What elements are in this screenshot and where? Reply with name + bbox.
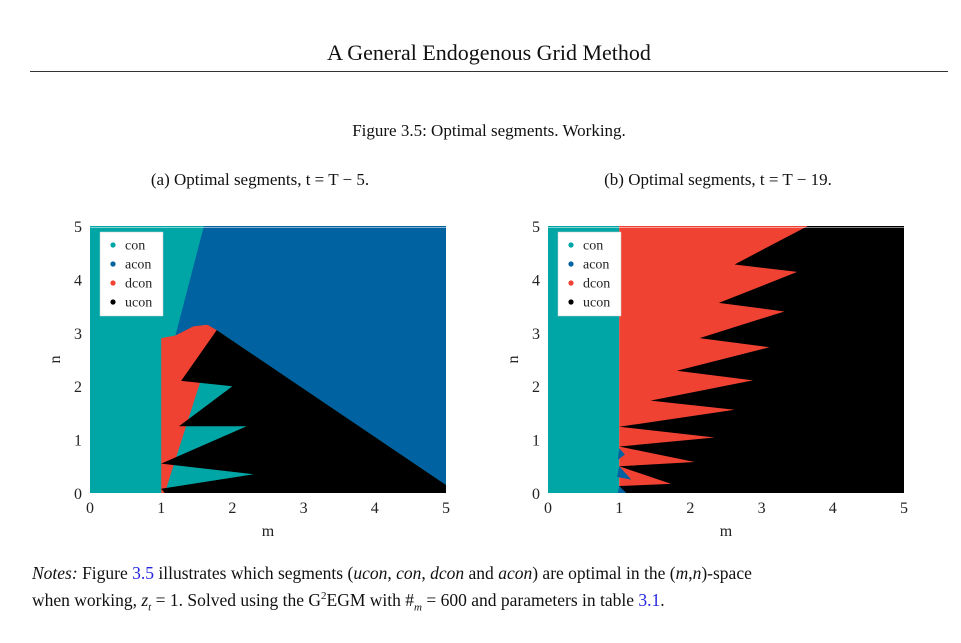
y-axis-label: n xyxy=(505,356,522,364)
y-tick-label: 2 xyxy=(532,379,540,396)
y-axis-label: n xyxy=(47,356,64,364)
notes-text: and xyxy=(464,563,499,583)
x-tick-label: 1 xyxy=(615,500,623,517)
legend-marker-dcon xyxy=(568,280,574,286)
running-title: A General Endogenous Grid Method xyxy=(327,40,651,65)
legend-marker-con xyxy=(110,242,116,248)
legend-marker-ucon xyxy=(568,299,574,305)
legend-marker-ucon xyxy=(110,299,116,305)
notes-text: when working, xyxy=(32,590,142,610)
notes-text: , xyxy=(688,563,693,583)
subcaption-a: (a) Optimal segments, t = T − 5. xyxy=(150,170,370,189)
y-tick-label: 5 xyxy=(532,219,540,236)
notes-text: m xyxy=(414,601,422,614)
region-acon xyxy=(617,448,625,460)
y-tick-label: 3 xyxy=(74,326,82,343)
y-tick-label: 0 xyxy=(74,486,82,503)
x-tick-label: 1 xyxy=(157,500,165,517)
notes-text: 2 xyxy=(321,590,327,603)
notes-text: = 1. Solved using the G xyxy=(151,590,322,610)
notes-text: )-space xyxy=(701,563,752,583)
figure-caption: Figure 3.5: Optimal segments. Working. xyxy=(352,121,626,140)
region-acon xyxy=(175,226,446,485)
notes-text: m xyxy=(675,563,689,583)
x-tick-label: 5 xyxy=(900,500,908,517)
y-tick-label: 5 xyxy=(74,219,82,236)
legend-marker-acon xyxy=(110,261,116,267)
x-tick-label: 0 xyxy=(544,500,552,517)
notes-text: , xyxy=(421,563,431,583)
legend-label-dcon: dcon xyxy=(583,277,610,292)
x-axis-label: m xyxy=(262,523,275,540)
legend-marker-acon xyxy=(568,261,574,267)
notes-text: con xyxy=(396,563,422,583)
x-axis-label: m xyxy=(720,523,733,540)
notes-text: = 600 and parameters in table xyxy=(421,590,639,610)
notes-line-1: Notes: Figure 3.5 illustrates which segm… xyxy=(32,563,752,584)
legend-label-acon: acon xyxy=(583,258,609,273)
notes-text: t xyxy=(148,601,152,614)
notes-text: z xyxy=(141,590,149,610)
legend: con acon dcon ucon xyxy=(557,231,622,317)
y-tick-label: 3 xyxy=(532,326,540,343)
notes-text: , xyxy=(387,563,397,583)
notes-text: dcon xyxy=(430,563,465,583)
legend-label-con: con xyxy=(125,239,145,254)
x-tick-label: 3 xyxy=(300,500,308,517)
notes-text: n xyxy=(692,563,702,583)
header-rule xyxy=(30,71,948,72)
y-tick-label: 2 xyxy=(74,379,82,396)
region-ucon xyxy=(161,330,446,493)
legend-marker-dcon xyxy=(110,280,116,286)
chart-a: 0 1 2 3 4 5 0 1 2 3 4 5 m n con acon dcon ucon xyxy=(47,219,450,540)
notes-text: Figure xyxy=(77,563,133,583)
legend-label-acon: acon xyxy=(125,258,151,273)
x-tick-label: 3 xyxy=(758,500,766,517)
notes-text: EGM with # xyxy=(326,590,415,610)
y-tick-label: 0 xyxy=(532,486,540,503)
x-tick-label: 4 xyxy=(371,500,379,517)
y-tick-label: 1 xyxy=(532,433,540,450)
notes-text: Notes: xyxy=(32,563,78,583)
y-tick-label: 1 xyxy=(74,433,82,450)
x-tick-label: 2 xyxy=(228,500,236,517)
legend-marker-con xyxy=(568,242,574,248)
reference-link[interactable]: 3.5 xyxy=(132,563,155,583)
notes-text: . xyxy=(660,590,665,610)
chart-b: 0 1 2 3 4 5 0 1 2 3 4 5 m n con acon dcon ucon xyxy=(505,219,908,540)
notes-text: ucon xyxy=(353,563,388,583)
subcaption-b: (b) Optimal segments, t = T − 19. xyxy=(604,170,832,189)
legend-label-dcon: dcon xyxy=(125,277,152,292)
legend-label-ucon: ucon xyxy=(583,296,610,311)
notes-text: acon xyxy=(498,563,533,583)
y-tick-label: 4 xyxy=(532,272,540,289)
notes-text: ) are optimal in the ( xyxy=(532,563,676,583)
notes-line-2: when working, zt = 1. Solved using the G… xyxy=(32,590,665,614)
x-tick-label: 5 xyxy=(442,500,450,517)
x-tick-label: 2 xyxy=(686,500,694,517)
x-tick-label: 4 xyxy=(829,500,837,517)
region-ucon xyxy=(619,226,904,493)
region-acon xyxy=(617,466,632,480)
notes-text: illustrates which segments ( xyxy=(154,563,354,583)
x-tick-label: 0 xyxy=(86,500,94,517)
region-acon xyxy=(617,486,627,493)
legend: con acon dcon ucon xyxy=(99,231,164,317)
legend-label-con: con xyxy=(583,239,603,254)
reference-link[interactable]: 3.1 xyxy=(638,590,661,610)
y-tick-label: 4 xyxy=(74,272,82,289)
legend-label-ucon: ucon xyxy=(125,296,152,311)
